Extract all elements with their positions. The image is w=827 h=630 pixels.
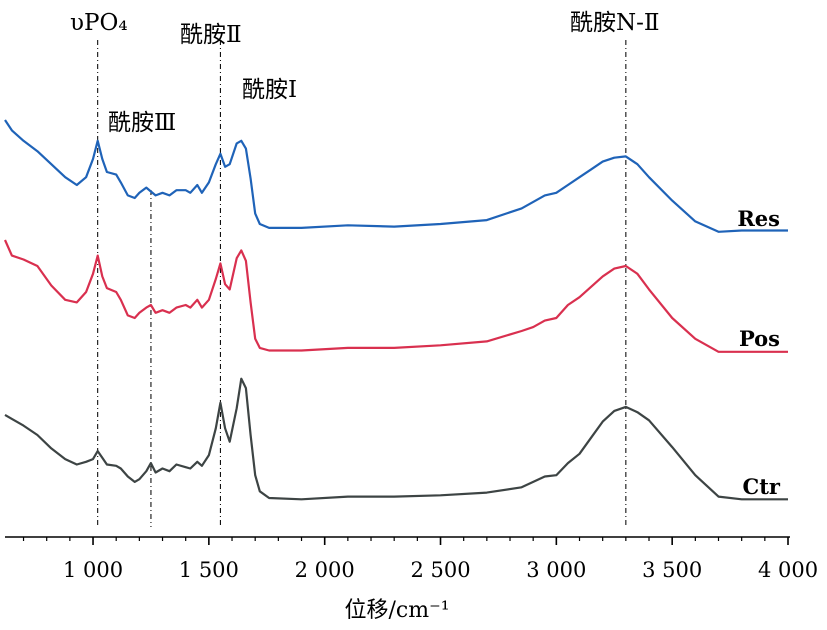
series-line-pos <box>3 239 788 353</box>
series-line-res <box>4 119 788 233</box>
x-tick-label: 1 500 <box>179 558 239 582</box>
series-label-res: Res <box>737 206 780 231</box>
series-label-ctr: Ctr <box>743 474 781 499</box>
series-label-pos: Pos <box>739 326 780 351</box>
reference-lines <box>97 40 627 527</box>
annotation-label: 酰胺Ⅲ <box>108 110 176 136</box>
annotations: υPO₄ 酰胺Ⅲ 酰胺Ⅱ 酰胺N-Ⅱ 酰胺Ⅰ <box>70 10 660 136</box>
series-line-ctr <box>4 377 788 501</box>
annotation-label: 酰胺Ⅰ <box>242 77 297 103</box>
annotation-label: 酰胺N-Ⅱ <box>570 10 660 36</box>
annotation-label: 酰胺Ⅱ <box>180 22 242 48</box>
x-axis-ticks: 1 000 1 500 2 000 2 500 3 000 3 500 4 000 <box>22 537 818 582</box>
x-tick-label: 1 000 <box>63 558 123 582</box>
series-labels: Res Pos Ctr <box>737 206 781 499</box>
x-axis: 1 000 1 500 2 000 2 500 3 000 3 500 4 000 <box>5 536 818 582</box>
x-tick-label: 2 000 <box>295 558 355 582</box>
annotation-label: υPO₄ <box>70 10 128 36</box>
x-tick-label: 2 500 <box>410 558 470 582</box>
x-tick-label: 3 500 <box>642 558 702 582</box>
series-layer <box>3 119 788 501</box>
x-tick-label: 4 000 <box>758 558 818 582</box>
x-tick-label: 3 000 <box>526 558 586 582</box>
x-axis-label: 位移/cm⁻¹ <box>344 598 449 623</box>
